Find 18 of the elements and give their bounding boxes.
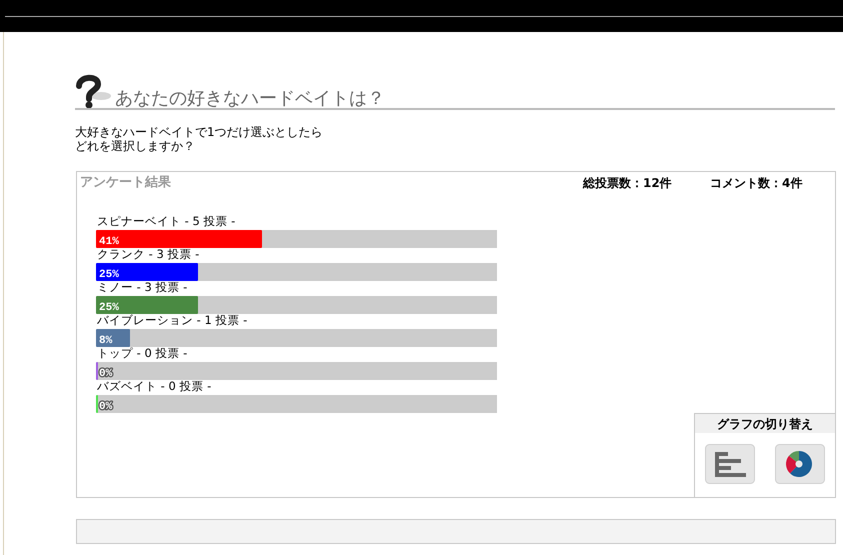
chart-subtitle: 大好きなハードベイトで1つだけ選ぶとしたらどれを選択しますか？: [75, 125, 324, 153]
data-label: 41%: [99, 236, 120, 248]
y-tick-label: バズベイト - 0 投票 -: [96, 379, 212, 393]
data-label: 0%: [99, 368, 113, 380]
text: アンケート結果: [80, 175, 172, 190]
data-label: 0%: [99, 401, 113, 413]
text: グラフの切り替え: [717, 417, 813, 431]
text: コメント数：4件: [710, 176, 802, 190]
y-tick-label: スピナーベイト - 5 投票 -: [97, 214, 236, 228]
chart-title: あなたの好きなハードベイトは？: [115, 88, 385, 109]
y-tick-label: ミノー - 3 投票 -: [97, 280, 188, 294]
text: 総投票数：12件: [582, 176, 672, 190]
data-label: 25%: [99, 269, 120, 281]
y-tick-label: クランク - 3 投票 -: [97, 247, 200, 261]
data-label: 8%: [99, 335, 113, 347]
data-label: 25%: [99, 302, 120, 314]
y-tick-label: トップ - 0 投票 -: [97, 346, 188, 360]
y-tick-label: バイブレーション - 1 投票 -: [96, 313, 248, 327]
